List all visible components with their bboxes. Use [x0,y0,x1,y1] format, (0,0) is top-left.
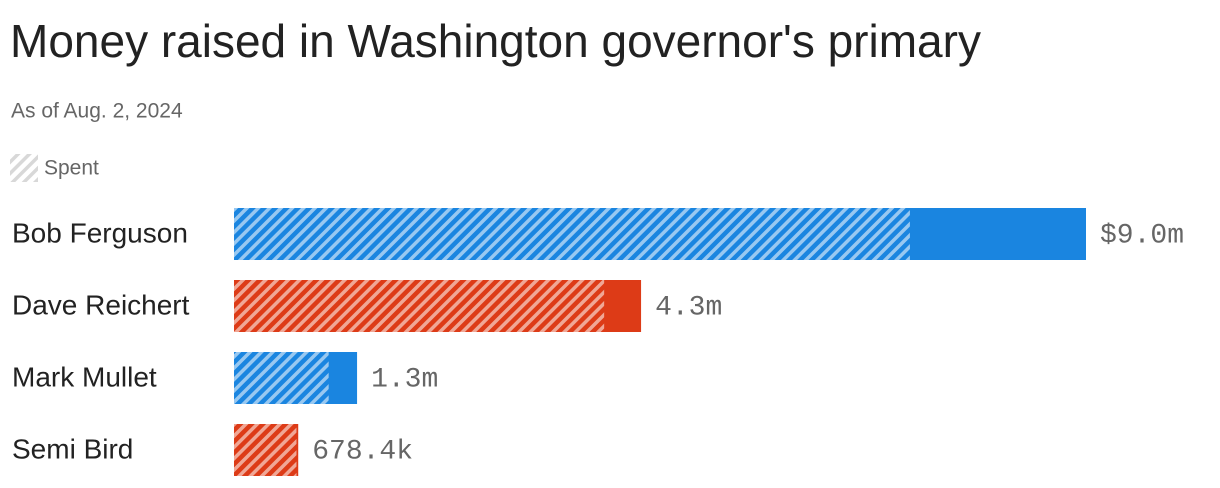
bar-spent [234,280,605,332]
bar-spent [234,424,297,476]
chart-title: Money raised in Washington governor's pr… [10,15,981,67]
category-label: Mark Mullet [12,361,157,392]
value-label: 678.4k [312,436,413,467]
bar-spent [234,352,329,404]
category-label: Bob Ferguson [12,217,188,248]
bar-spent [234,208,910,260]
legend-swatch [10,154,38,182]
legend: Spent [10,154,99,182]
value-label: 4.3m [655,292,722,323]
chart-subtitle: As of Aug. 2, 2024 [11,100,183,123]
value-label: $9.0m [1100,220,1184,251]
value-label: 1.3m [371,364,438,395]
legend-label: Spent [44,157,99,180]
category-label: Semi Bird [12,433,133,464]
category-label: Dave Reichert [12,289,190,320]
